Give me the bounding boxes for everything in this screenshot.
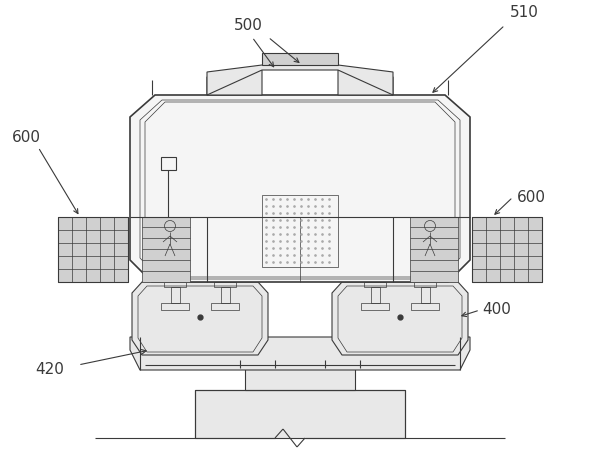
Bar	[221, 287, 230, 303]
Bar	[142, 217, 190, 282]
Bar	[421, 287, 430, 303]
Bar	[414, 282, 436, 287]
Bar	[214, 282, 236, 287]
Bar	[262, 53, 338, 65]
Text: 400: 400	[482, 303, 511, 318]
Text: 420: 420	[35, 363, 64, 378]
Bar	[245, 368, 355, 390]
Polygon shape	[130, 337, 470, 370]
Bar	[371, 287, 380, 303]
Bar	[58, 217, 128, 282]
Bar	[262, 195, 338, 267]
Bar	[211, 303, 239, 310]
Bar	[161, 157, 176, 170]
Bar	[161, 303, 189, 310]
Text: 600: 600	[517, 190, 546, 205]
Polygon shape	[132, 282, 268, 355]
Bar	[195, 390, 405, 438]
Bar	[361, 303, 389, 310]
Bar	[472, 217, 542, 282]
Bar	[240, 360, 275, 368]
Text: 500: 500	[233, 18, 262, 33]
Bar	[364, 282, 386, 287]
Polygon shape	[332, 282, 468, 355]
Bar	[171, 287, 180, 303]
Text: 600: 600	[12, 129, 41, 145]
Polygon shape	[338, 70, 393, 95]
Bar	[164, 282, 186, 287]
Polygon shape	[130, 95, 470, 282]
Bar	[410, 217, 458, 282]
Polygon shape	[207, 65, 393, 95]
Text: 510: 510	[510, 5, 539, 20]
Bar	[411, 303, 439, 310]
Bar	[325, 360, 360, 368]
Polygon shape	[207, 70, 262, 95]
